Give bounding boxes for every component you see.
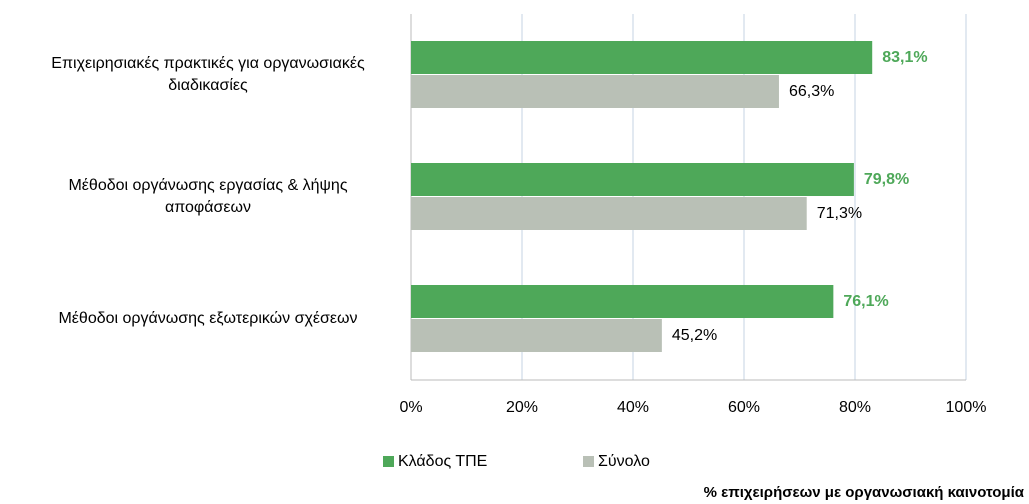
x-tick-label: 40% xyxy=(617,399,649,416)
x-axis-title: % επιχειρήσεων με οργανωσιακή καινοτομία xyxy=(704,484,1025,501)
y-tick-label: Μέθοδοι οργάνωσης εργασίας & λήψης αποφά… xyxy=(68,177,348,216)
legend-label: Κλάδος ΤΠΕ xyxy=(398,453,487,470)
data-label: 66,3% xyxy=(789,83,834,100)
legend-label: Σύνολο xyxy=(598,453,650,470)
bar xyxy=(411,285,834,318)
x-tick-label: 20% xyxy=(506,399,538,416)
x-tick-label: 0% xyxy=(399,399,422,416)
data-label: 79,8% xyxy=(864,171,909,188)
legend-swatch xyxy=(383,456,394,467)
bar xyxy=(411,163,854,196)
x-tick-label: 100% xyxy=(946,399,987,416)
data-label: 76,1% xyxy=(843,293,888,310)
x-tick-label: 60% xyxy=(728,399,760,416)
bar xyxy=(411,319,662,352)
bar xyxy=(411,75,779,108)
legend-swatch xyxy=(583,456,594,467)
data-label: 71,3% xyxy=(817,205,862,222)
y-tick-label: Μέθοδοι οργάνωσης εξωτερικών σχέσεων xyxy=(58,310,358,327)
data-label: 83,1% xyxy=(882,49,927,66)
data-label: 45,2% xyxy=(672,327,717,344)
x-tick-label: 80% xyxy=(839,399,871,416)
bar xyxy=(411,197,807,230)
bar xyxy=(411,41,873,74)
y-tick-label: Επιχειρησιακές πρακτικές για οργανωσιακέ… xyxy=(51,55,365,94)
